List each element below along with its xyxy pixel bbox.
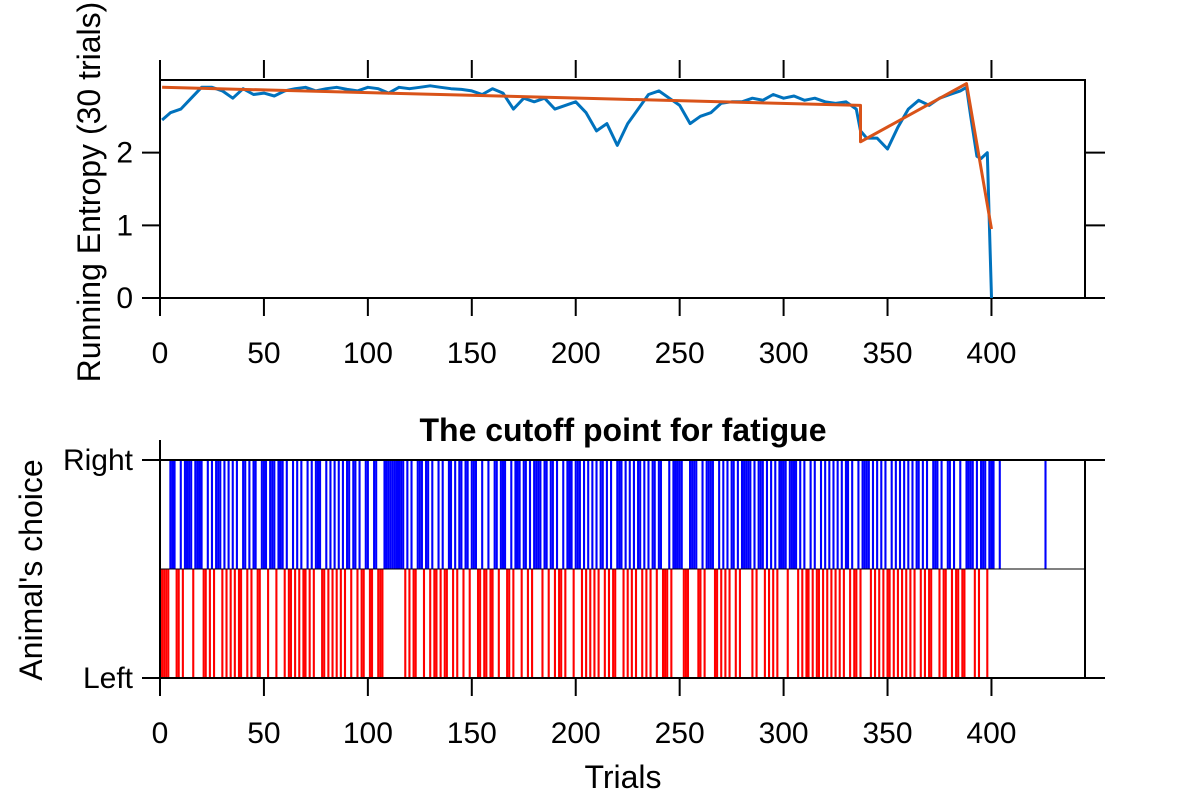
choice-chart: 0 50 100 150 200 250 300 350 400 Left Right The cut… <box>13 412 1105 795</box>
entropy-x-tick-label: 0 <box>152 337 169 370</box>
entropy-y-tick-label: 2 <box>116 137 133 170</box>
choice-x-tick-label: 200 <box>551 717 601 750</box>
entropy-axes-box <box>159 79 1086 299</box>
choice-x-tick-label: 50 <box>247 717 280 750</box>
entropy-x-tick-label: 350 <box>862 337 912 370</box>
entropy-x-tick-label: 100 <box>343 337 393 370</box>
entropy-x-tick-label: 400 <box>966 337 1016 370</box>
choice-x-tick-label: 0 <box>152 717 169 750</box>
entropy-x-tick-label: 50 <box>247 337 280 370</box>
choice-x-tick-label: 100 <box>343 717 393 750</box>
choice-x-tick-label: 350 <box>862 717 912 750</box>
choice-x-tick-label: 300 <box>759 717 809 750</box>
choice-y-tick-label-right: Right <box>63 444 134 477</box>
choice-x-axis-label: Trials <box>584 759 661 795</box>
fit-series-line <box>162 82 993 230</box>
entropy-y-axis-label: Running Entropy (30 trials) <box>71 2 107 383</box>
choice-y-tick-label-left: Left <box>83 662 134 695</box>
entropy-chart: 0 50 100 150 200 250 300 350 400 0 1 2 Running Entro… <box>71 2 1105 383</box>
choice-x-tick-label: 150 <box>447 717 497 750</box>
entropy-x-tick-label: 250 <box>655 337 705 370</box>
choice-chart-title: The cutoff point for fatigue <box>419 412 826 448</box>
entropy-y-tick-label: 0 <box>116 282 133 315</box>
entropy-x-tick-label: 300 <box>759 337 809 370</box>
choice-x-tick-label: 250 <box>655 717 705 750</box>
choice-x-tick-label: 400 <box>966 717 1016 750</box>
choice-y-axis-label: Animal's choice <box>13 459 49 680</box>
entropy-y-tick-label: 1 <box>116 209 133 242</box>
entropy-x-tick-label: 150 <box>447 337 497 370</box>
entropy-series-line <box>161 84 993 299</box>
entropy-x-tick-label: 200 <box>551 337 601 370</box>
